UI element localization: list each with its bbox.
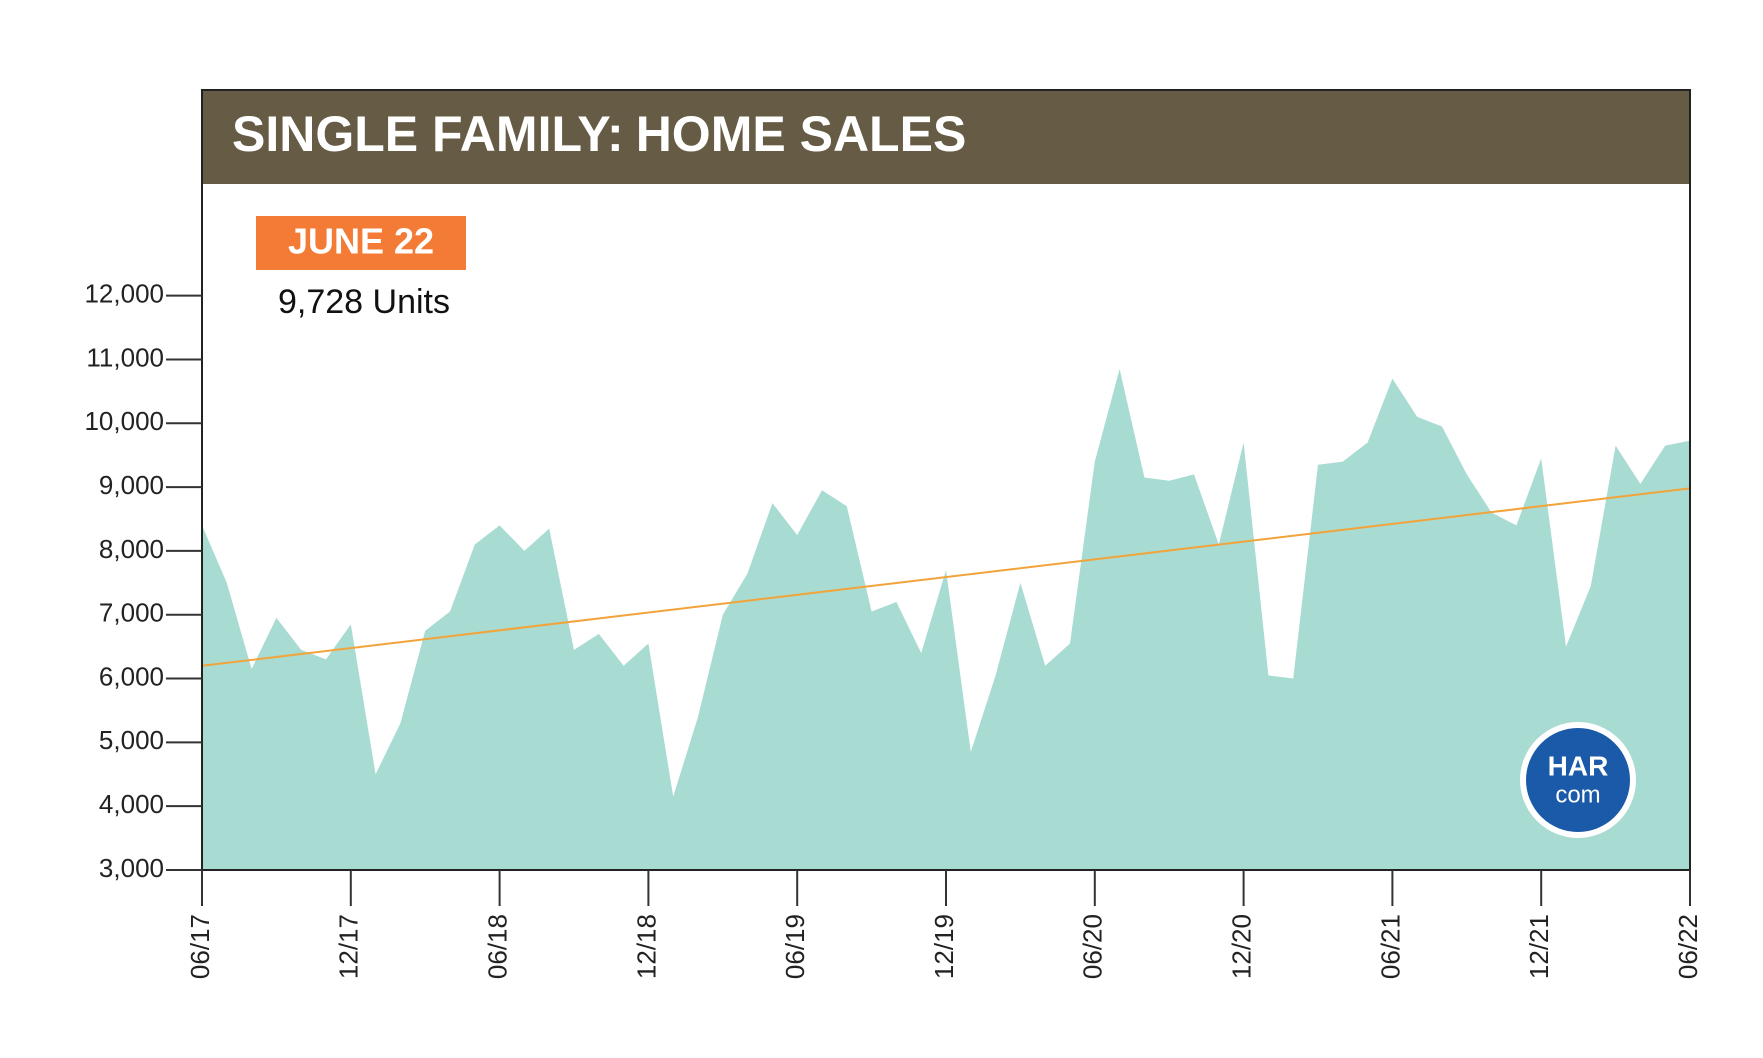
x-tick-label: 12/21	[1524, 914, 1554, 979]
x-tick-label: 06/18	[482, 914, 512, 979]
y-tick-label: 5,000	[99, 725, 164, 755]
annotation-label: JUNE 22	[288, 221, 434, 262]
x-tick-label: 06/22	[1673, 914, 1703, 979]
title-bold: SINGLE FAMILY:	[232, 106, 624, 162]
y-tick-label: 12,000	[84, 279, 164, 309]
x-tick-label: 06/17	[185, 914, 215, 979]
annotation-value: 9,728 Units	[278, 283, 450, 321]
x-tick-label: 12/17	[334, 914, 364, 979]
trend-line	[201, 487, 1691, 667]
x-tick-label: 06/19	[780, 914, 810, 979]
title-rest: HOME SALES	[636, 106, 967, 162]
x-tick-label: 12/18	[631, 914, 661, 979]
area	[202, 369, 1690, 870]
y-tick-label: 3,000	[99, 853, 164, 883]
logo	[1520, 722, 1636, 838]
header-band	[202, 90, 1690, 184]
x-tick-label: 06/21	[1375, 914, 1405, 979]
y-tick-label: 8,000	[99, 534, 164, 564]
x-tick-label: 12/19	[929, 914, 959, 979]
annotation-badge	[256, 216, 466, 270]
y-tick-label: 6,000	[99, 661, 164, 691]
y-tick-label: 4,000	[99, 789, 164, 819]
y-tick-label: 7,000	[99, 598, 164, 628]
y-tick-label: 11,000	[86, 342, 164, 372]
logo-top: HAR	[1548, 750, 1609, 781]
chart-title: SINGLE FAMILY: HOME SALES	[232, 106, 966, 162]
logo-bottom: com	[1555, 781, 1600, 808]
y-tick-label: 9,000	[99, 470, 164, 500]
y-tick-label: 10,000	[84, 406, 164, 436]
x-tick-label: 12/20	[1226, 914, 1256, 979]
plot	[201, 369, 1691, 870]
x-tick-label: 06/20	[1078, 914, 1108, 979]
